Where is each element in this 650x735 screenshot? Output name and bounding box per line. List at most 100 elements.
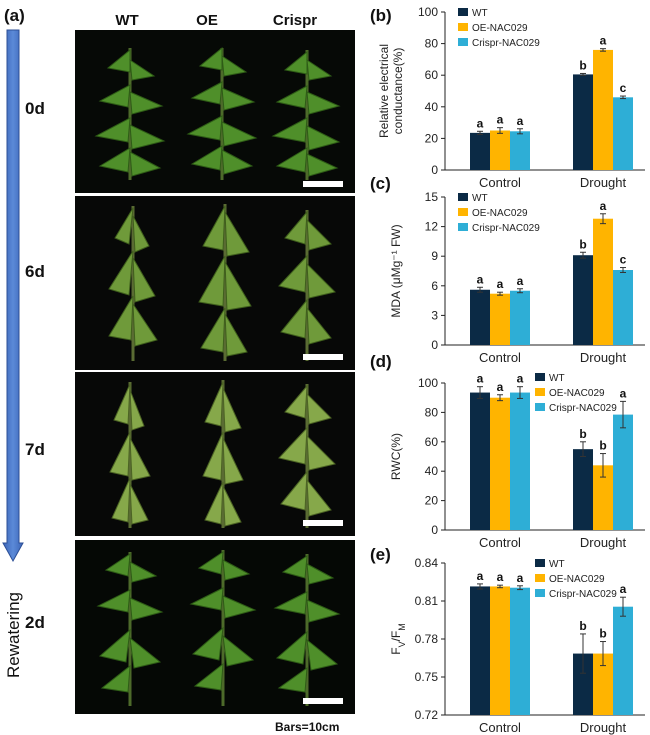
y-tick-label: 15 [425,190,439,204]
legend-swatch [458,38,468,46]
y-tick-label: 12 [425,220,439,234]
legend-swatch [458,223,468,231]
y-tick-label: 0.72 [415,708,439,722]
legend-label: Crispr-NAC029 [549,589,617,600]
panel-b-label: (b) [370,6,392,25]
row-label-0d: 0d [25,99,45,118]
bar [510,587,530,715]
bar [593,653,613,715]
y-tick-label: 9 [431,249,438,263]
y-tick-label: 100 [418,376,438,390]
row-label-6d: 6d [25,262,45,281]
x-tick-label: Control [479,350,521,365]
legend-swatch [458,193,468,201]
legend-label: OE-NAC029 [549,388,605,399]
legend-swatch [458,23,468,31]
significance-letter: a [620,386,627,400]
significance-letter: a [497,380,504,394]
bar [613,606,633,715]
y-axis-label: RWC(%) [389,433,403,480]
x-tick-label: Control [479,535,521,550]
significance-letter: b [579,237,586,251]
bar [510,290,530,345]
bar [490,397,510,530]
plant-photo-rewatering-2d [75,540,355,714]
column-header-wt: WT [115,12,139,29]
x-tick-label: Drought [580,350,627,365]
bar [470,289,490,345]
y-axis-label: FV/FM [389,623,407,655]
y-tick-label: 0.81 [415,594,439,608]
y-tick-label: 80 [425,37,439,51]
bar [593,49,613,170]
significance-letter: a [497,277,504,291]
legend-swatch [458,208,468,216]
column-header-crispr: Crispr [272,12,318,29]
y-tick-label: 3 [431,308,438,322]
column-header-oe: OE [196,12,218,29]
y-tick-label: 80 [425,405,439,419]
plant-photo-7d [75,372,355,536]
bar [573,449,593,530]
y-tick-label: 20 [425,494,439,508]
legend-swatch [535,373,545,381]
plant-photo-6d [75,196,355,370]
bar [490,586,510,715]
y-tick-label: 20 [425,131,439,145]
legend-label: Crispr-NAC029 [472,38,540,49]
significance-letter: a [477,272,484,286]
significance-letter: b [599,627,606,641]
legend-label: WT [472,8,488,19]
legend-label: OE-NAC029 [472,208,528,219]
x-tick-label: Drought [580,720,627,735]
significance-letter: a [517,114,524,128]
rewatering-label: Rewatering [4,592,23,678]
bar [613,97,633,170]
x-tick-label: Control [479,175,521,190]
significance-letter: a [620,582,627,596]
y-tick-label: 40 [425,464,439,478]
significance-letter: a [600,199,607,213]
legend-swatch [535,589,545,597]
legend-label: WT [549,373,565,384]
bar [510,131,530,170]
bar [490,293,510,345]
legend-swatch [535,403,545,411]
y-tick-label: 40 [425,100,439,114]
legend-label: WT [549,559,565,570]
significance-letter: c [620,81,627,95]
significance-letter: c [620,253,627,267]
row-label-7d: 7d [25,440,45,459]
legend-label: Crispr-NAC029 [472,223,540,234]
bar [573,653,593,715]
bar [573,74,593,170]
legend-label: WT [472,193,488,204]
bar [613,270,633,345]
significance-letter: b [599,439,606,453]
y-tick-label: 0 [431,523,438,537]
scale-note: Bars=10cm [275,720,340,734]
bar [593,465,613,530]
x-tick-label: Control [479,720,521,735]
legend-swatch [535,559,545,567]
x-tick-label: Drought [580,175,627,190]
significance-letter: a [477,569,484,583]
panel-a-label: (a) [4,6,25,25]
bar [510,392,530,530]
x-tick-label: Drought [580,535,627,550]
bar [490,130,510,170]
y-tick-label: 0 [431,163,438,177]
row-label-2d: 2d [25,613,45,632]
scale-bar [303,520,343,526]
bar [573,255,593,345]
panel-d-label: (d) [370,352,392,371]
significance-letter: a [497,113,504,127]
significance-letter: a [497,570,504,584]
bar [593,218,613,345]
panel-e-label: (e) [370,545,391,564]
significance-letter: b [579,619,586,633]
y-axis-label: conductance(%) [391,48,405,135]
legend-label: Crispr-NAC029 [549,403,617,414]
chart-b-relative-electrical-conductance: 0 20 40 60 80 100 Relative electrical conductan… [377,5,645,190]
